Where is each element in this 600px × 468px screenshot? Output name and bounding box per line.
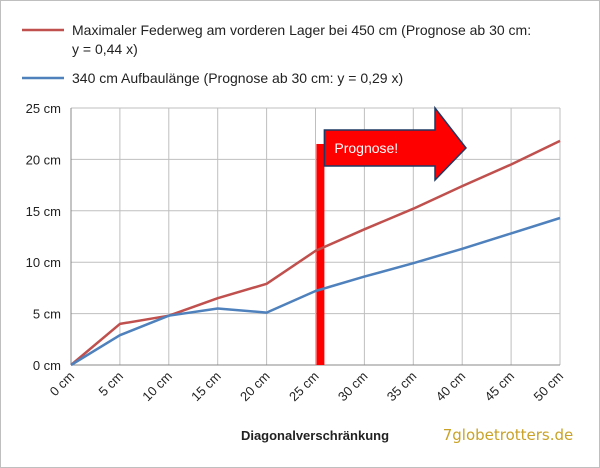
legend-label-340cm: 340 cm Aufbaulänge (Prognose ab 30 cm: y… xyxy=(72,70,403,86)
prognosis-arrow xyxy=(323,105,467,182)
y-tick-label: 20 cm xyxy=(26,152,61,167)
x-tick-label: 50 cm xyxy=(530,369,566,405)
y-tick-label: 15 cm xyxy=(26,204,61,219)
prognosis-label: Prognose! xyxy=(334,140,398,156)
prognosis-marker-bar xyxy=(316,143,325,365)
y-tick-label: 0 cm xyxy=(33,358,61,373)
y-tick-label: 5 cm xyxy=(33,307,61,322)
x-tick-label: 45 cm xyxy=(482,369,518,405)
tick-labels: 0 cm 5 cm 10 cm 15 cm 20 cm 25 cm 0 cm 5 cm 10 c… xyxy=(26,101,567,404)
x-tick-label: 15 cm xyxy=(188,369,224,405)
x-tick-label: 40 cm xyxy=(433,369,469,405)
x-tick-label: 35 cm xyxy=(384,369,420,405)
x-tick-label: 5 cm xyxy=(95,369,126,400)
y-tick-label: 10 cm xyxy=(26,255,61,270)
legend: Maximaler Federweg am vorderen Lager bei… xyxy=(22,22,531,86)
x-tick-label: 0 cm xyxy=(47,369,78,400)
x-axis-title: Diagonalverschränkung xyxy=(241,428,389,443)
watermark: 7globetrotters.de xyxy=(443,426,574,444)
x-tick-label: 25 cm xyxy=(286,369,322,405)
x-tick-label: 30 cm xyxy=(335,369,371,405)
series-line-340cm xyxy=(70,216,561,367)
y-tick-label: 25 cm xyxy=(26,101,61,116)
series-lines xyxy=(70,139,561,367)
prognosis-annotation: Prognose! xyxy=(316,105,467,365)
series-line-450cm xyxy=(70,139,561,366)
x-tick-label: 20 cm xyxy=(237,369,273,405)
legend-label-450cm-cont: y = 0,44 x) xyxy=(72,41,138,57)
legend-label-450cm: Maximaler Federweg am vorderen Lager bei… xyxy=(72,22,531,38)
x-tick-label: 10 cm xyxy=(139,369,175,405)
